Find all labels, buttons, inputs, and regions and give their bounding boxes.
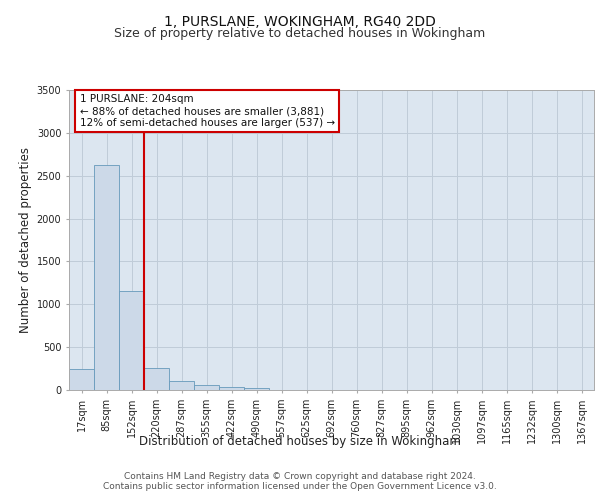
Bar	[119, 292, 144, 390]
Y-axis label: Number of detached properties: Number of detached properties	[19, 147, 32, 333]
Text: Size of property relative to detached houses in Wokingham: Size of property relative to detached ho…	[115, 28, 485, 40]
Text: Distribution of detached houses by size in Wokingham: Distribution of detached houses by size …	[139, 435, 461, 448]
Bar	[194, 386, 219, 390]
Text: 1 PURSLANE: 204sqm
← 88% of detached houses are smaller (3,881)
12% of semi-deta: 1 PURSLANE: 204sqm ← 88% of detached hou…	[79, 94, 335, 128]
Text: Contains public sector information licensed under the Open Government Licence v3: Contains public sector information licen…	[103, 482, 497, 491]
Bar	[94, 164, 119, 390]
Text: 1, PURSLANE, WOKINGHAM, RG40 2DD: 1, PURSLANE, WOKINGHAM, RG40 2DD	[164, 15, 436, 29]
Bar	[244, 388, 269, 390]
Bar	[69, 368, 94, 390]
Text: Contains HM Land Registry data © Crown copyright and database right 2024.: Contains HM Land Registry data © Crown c…	[124, 472, 476, 481]
Bar	[144, 368, 169, 390]
Bar	[219, 388, 244, 390]
Bar	[169, 381, 194, 390]
